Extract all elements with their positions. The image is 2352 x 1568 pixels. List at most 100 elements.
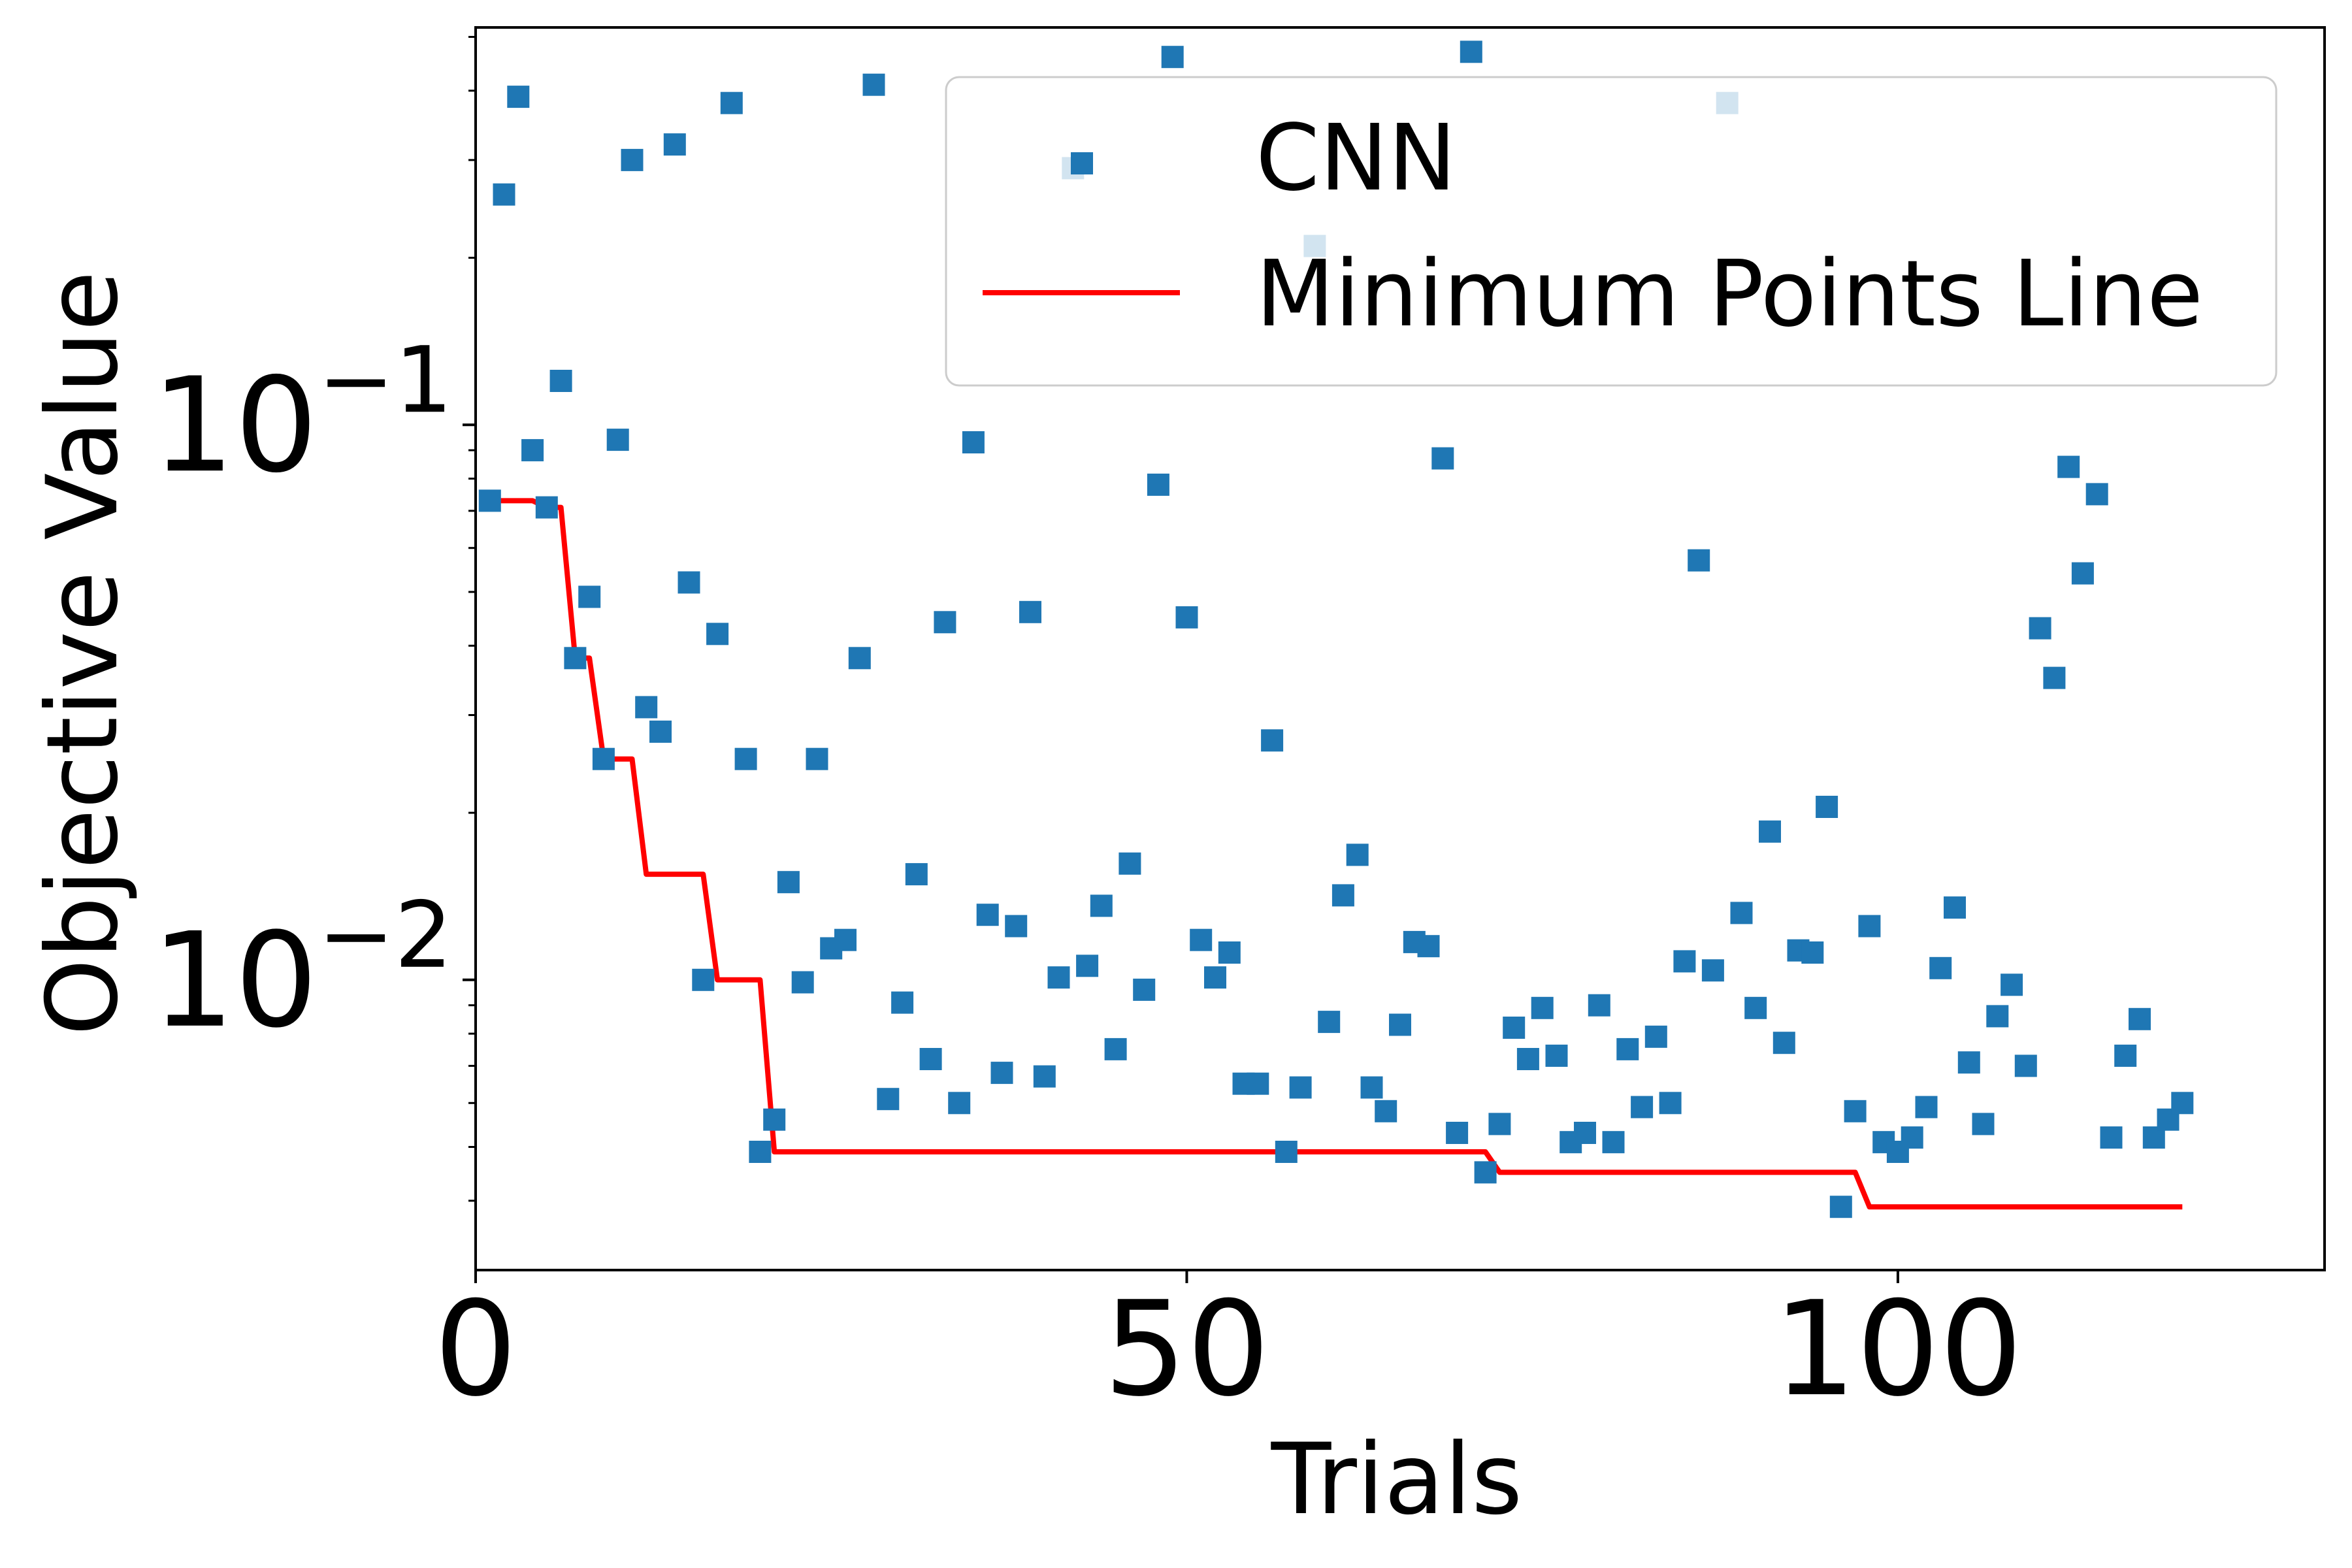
cnn-point-67 [1431,447,1454,470]
x-axis-title: Trials [1271,1423,1523,1537]
cnn-point-55 [1261,729,1284,752]
cnn-point-49 [1175,606,1198,629]
cnn-point-90 [1759,820,1781,843]
minimum-points-line [489,498,2183,1210]
cnn-point-26 [848,647,871,670]
legend: CNN Minimum Points Line [945,76,2278,387]
cnn-point-64 [1389,1013,1411,1036]
cnn-point-40 [1047,966,1070,989]
cnn-point-36 [990,1062,1013,1085]
cnn-point-81 [1631,1096,1654,1119]
cnn-point-111 [2057,455,2080,478]
cnn-point-20 [763,1108,786,1131]
cnn-point-82 [1644,1025,1667,1048]
cnn-point-2 [507,86,530,108]
legend-marker-cnn [1071,152,1093,174]
cnn-point-5 [549,370,572,392]
cnn-point-114 [2100,1126,2123,1149]
cnn-point-106 [1986,1005,2009,1028]
cnn-point-8 [592,747,615,770]
cnn-point-103 [1944,896,1966,919]
x-ticks: 0 50 100 [434,1270,2023,1426]
cnn-point-70 [1474,1161,1497,1184]
cnn-point-89 [1744,996,1767,1019]
cnn-point-62 [1360,1076,1383,1099]
cnn-point-1 [493,183,515,206]
cnn-point-52 [1218,941,1241,964]
cnn-point-88 [1730,902,1753,924]
plot-frame [474,26,2326,1271]
cnn-point-38 [1019,600,1041,623]
cnn-point-32 [934,611,956,634]
cnn-point-23 [806,747,828,770]
cnn-point-59 [1318,1011,1341,1034]
cnn-point-14 [678,571,700,594]
cnn-point-105 [1972,1113,1995,1135]
cnn-point-43 [1090,894,1113,917]
cnn-point-28 [877,1088,900,1111]
cnn-point-39 [1033,1065,1056,1088]
cnn-point-66 [1417,935,1440,958]
y-minor-ticks [468,35,476,1202]
cnn-point-29 [891,991,914,1014]
cnn-point-46 [1133,978,1156,1001]
cnn-point-56 [1275,1141,1298,1163]
cnn-point-16 [706,623,729,645]
cnn-point-22 [791,971,814,994]
cnn-point-11 [635,696,658,719]
legend-label-cnn: CNN [1256,105,1456,212]
y-tick-label-0: 10−2 [152,883,453,1057]
cnn-point-79 [1602,1131,1625,1154]
plot-area: 10−2 10−1 0 50 100 [152,26,2326,1426]
cnn-point-34 [962,431,985,453]
cnn-point-63 [1375,1100,1397,1122]
cnn-point-100 [1901,1126,1923,1149]
cnn-point-73 [1516,1048,1539,1070]
cnn-point-119 [2171,1092,2194,1115]
cnn-point-35 [976,904,999,926]
cnn-point-31 [919,1048,942,1070]
cnn-point-21 [777,871,800,894]
cnn-point-110 [2043,666,2066,689]
cnn-point-48 [1161,46,1184,69]
x-tick-label-2: 100 [1773,1273,2023,1426]
cnn-point-15 [692,968,715,991]
y-tick-label-1: 10−1 [152,327,453,502]
cnn-point-115 [2114,1044,2137,1067]
cnn-point-61 [1346,843,1369,866]
cnn-point-95 [1829,1196,1852,1218]
cnn-point-57 [1289,1076,1312,1099]
cnn-point-30 [905,863,928,886]
cnn-point-108 [2014,1054,2037,1077]
cnn-point-80 [1616,1037,1639,1060]
cnn-point-101 [1915,1096,1938,1119]
cnn-point-94 [1816,796,1838,818]
y-axis-title: Objective Value [26,271,140,1036]
cnn-point-68 [1446,1122,1469,1144]
cnn-point-78 [1588,994,1610,1017]
cnn-point-112 [2071,562,2094,585]
cnn-point-96 [1844,1100,1867,1122]
cnn-point-72 [1503,1017,1526,1039]
cnn-point-71 [1488,1113,1511,1135]
cnn-point-0 [478,489,501,512]
cnn-point-51 [1204,966,1226,989]
legend-frame [945,76,2278,387]
cnn-point-7 [578,585,601,608]
cnn-point-47 [1147,473,1169,496]
cnn-point-84 [1673,950,1696,973]
cnn-point-6 [564,647,587,670]
cnn-point-116 [2129,1007,2151,1030]
cnn-point-91 [1772,1032,1795,1054]
cnn-point-75 [1545,1044,1568,1067]
cnn-point-42 [1076,955,1099,977]
cnn-point-45 [1119,852,1141,875]
cnn-point-69 [1460,41,1482,63]
cnn-point-54 [1247,1072,1269,1095]
cnn-point-50 [1190,928,1213,951]
cnn-point-107 [2001,973,2023,996]
cnn-point-44 [1104,1037,1127,1060]
cnn-point-4 [535,496,558,519]
cnn-point-3 [521,439,544,462]
